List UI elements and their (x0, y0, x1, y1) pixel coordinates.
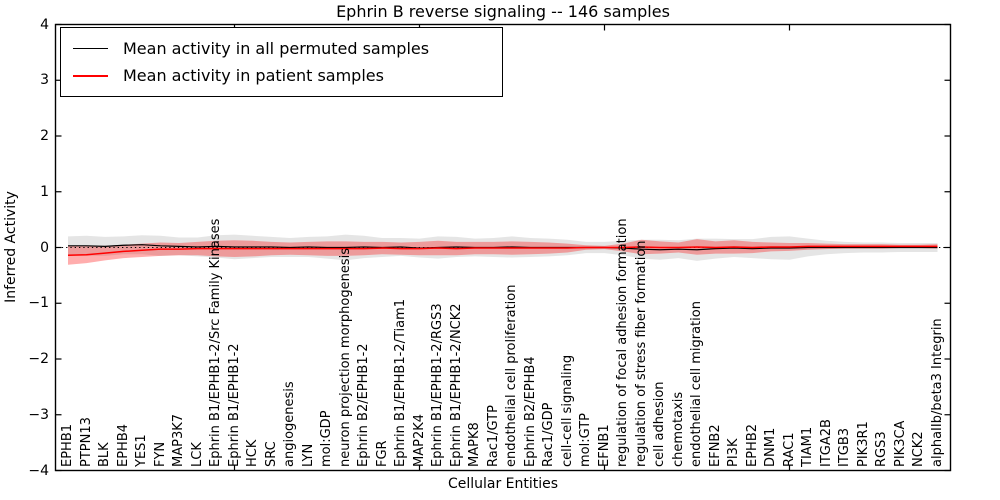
x-category-label: ITGB3 (837, 427, 852, 467)
x-category-label: MAP2K4 (411, 413, 427, 467)
x-category-label: PIK3CA (892, 420, 908, 467)
x-category-label: LYN (300, 443, 316, 467)
x-category-label: YES1 (134, 434, 149, 467)
y-tick-label: −2 (28, 351, 49, 367)
y-tick-label: −3 (28, 406, 49, 423)
x-category-label: MAPK8 (467, 422, 482, 467)
x-category-label: SRC (263, 441, 279, 467)
x-category-label: EPHB1 (60, 423, 75, 467)
y-tick-label: 0 (40, 239, 49, 256)
x-category-label: FGR (374, 440, 390, 467)
x-category-label: ITGA2B (818, 419, 834, 467)
x-category-label: Ephrin B1/EPHB1-2/Tiam1 (393, 298, 408, 467)
black-line-swatch-icon (73, 48, 108, 49)
x-category-label: HCK (245, 439, 260, 467)
x-category-label: PIK3R1 (855, 421, 871, 467)
x-category-label: mol:GTP (578, 413, 593, 467)
x-category-label: cell-cell signaling (559, 354, 575, 467)
x-category-label: FYN (152, 441, 168, 467)
x-category-label: MAP3K7 (171, 413, 186, 467)
x-category-label: mol:GDP (319, 410, 334, 467)
legend-label-permuted: Mean activity in all permuted samples (123, 39, 430, 58)
x-category-label: chemotaxis (670, 391, 686, 467)
x-category-label: PI3K (726, 438, 741, 467)
y-tick-label: −4 (28, 462, 49, 479)
x-category-label: DNM1 (763, 427, 778, 467)
chart-title: Ephrin B reverse signaling -- 146 sample… (336, 2, 670, 21)
x-category-label: neuron projection morphogenesis (337, 248, 353, 467)
x-category-label: LCK (189, 442, 205, 467)
y-tick-label: −1 (28, 295, 49, 312)
y-tick-label: 3 (40, 72, 49, 89)
x-category-label: PTPN13 (78, 417, 94, 467)
x-category-label: TIAM1 (800, 426, 815, 467)
legend-entry-patient: Mean activity in patient samples (73, 62, 492, 89)
x-category-label: Ephrin B1/EPHB1-2/NCK2 (448, 303, 464, 467)
legend-entry-permuted: Mean activity in all permuted samples (73, 35, 492, 62)
x-category-label: cell adhesion (652, 381, 667, 467)
x-category-label: RAC1 (781, 432, 797, 467)
x-category-label: EFNB1 (596, 424, 612, 467)
x-category-label: EFNB2 (707, 424, 723, 467)
y-tick-label: 4 (40, 16, 49, 33)
x-category-label: alphaIIb/beta3 Integrin (929, 318, 945, 467)
x-category-label: RGS3 (874, 431, 889, 467)
y-tick-label: 2 (40, 128, 49, 144)
x-category-label: Ephrin B1/EPHB1-2/RGS3 (430, 303, 445, 467)
red-line-swatch-icon (73, 74, 108, 77)
y-axis-title: Inferred Activity (3, 191, 19, 303)
x-category-label: angiogenesis (282, 381, 297, 467)
x-category-label: endothelial cell migration (689, 301, 704, 467)
y-tick-label: 1 (40, 183, 49, 200)
x-category-label: EPHB2 (744, 423, 760, 467)
legend-label-patient: Mean activity in patient samples (123, 66, 384, 85)
x-category-label: Ephrin B1/EPHB1-2/Src Family Kinases (208, 218, 223, 467)
x-category-label: regulation of stress fiber formation (633, 240, 649, 467)
x-category-label: NCK2 (911, 431, 926, 467)
x-category-label: EPHB4 (115, 423, 131, 467)
x-category-label: endothelial cell proliferation (504, 284, 519, 468)
x-category-label: Rac1/GTP (485, 405, 501, 467)
x-category-label: regulation of focal adhesion formation (615, 218, 630, 467)
x-category-label: Ephrin B2/EPHB1-2 (356, 343, 371, 467)
x-category-label: BLK (97, 442, 112, 467)
legend: Mean activity in all permuted samples Me… (60, 27, 503, 97)
x-category-label: Ephrin B1/EPHB1-2 (226, 343, 242, 467)
x-axis-title: Cellular Entities (447, 476, 559, 492)
x-category-label: Rac1/GDP (541, 402, 556, 467)
x-category-label: Ephrin B2/EPHB4 (522, 356, 538, 467)
